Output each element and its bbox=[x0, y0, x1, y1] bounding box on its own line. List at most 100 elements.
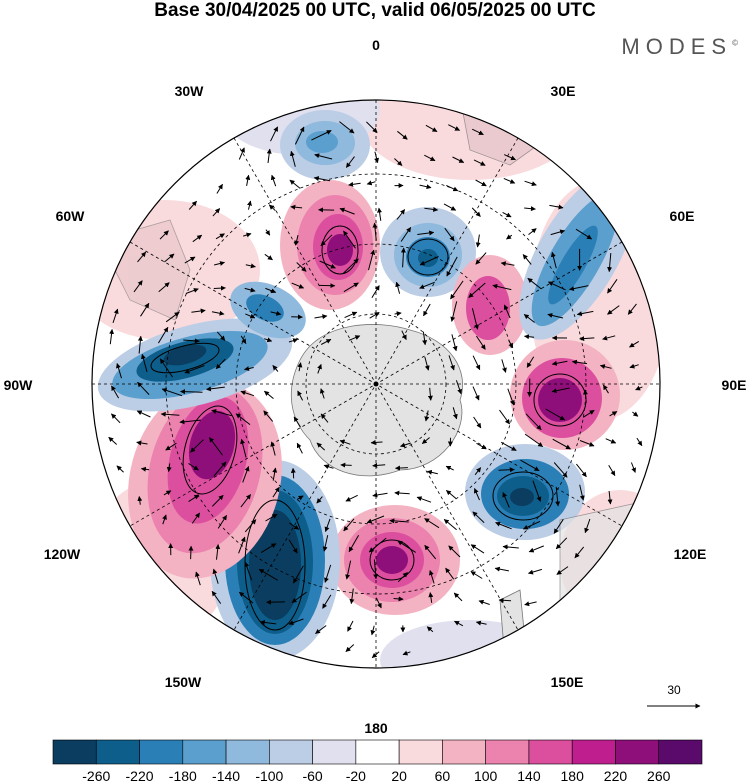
wind-vector bbox=[240, 390, 255, 397]
wind-vector bbox=[574, 546, 585, 559]
wind-vector bbox=[444, 227, 455, 242]
wind-vector bbox=[394, 311, 402, 317]
colorbar-tick-label: 20 bbox=[391, 768, 407, 783]
wind-vector bbox=[340, 462, 352, 468]
wind-vector bbox=[453, 592, 463, 602]
colorbar-swatch bbox=[269, 739, 313, 765]
lon-label-30e: 30E bbox=[551, 83, 576, 99]
wind-vector bbox=[372, 462, 386, 468]
wind-vector bbox=[133, 280, 143, 293]
anomaly-region bbox=[510, 488, 534, 506]
wind-vector bbox=[452, 156, 465, 163]
wind-vector bbox=[582, 409, 595, 418]
wind-vector bbox=[348, 181, 361, 187]
wind-vector bbox=[111, 385, 120, 399]
wind-vector bbox=[397, 572, 408, 583]
wind-vector bbox=[508, 339, 514, 349]
wind-vector bbox=[569, 285, 589, 292]
anomaly-region bbox=[306, 131, 338, 153]
wind-vector bbox=[395, 465, 408, 471]
wind-vector bbox=[238, 147, 245, 160]
wind-vector bbox=[400, 442, 411, 448]
wind-vector bbox=[212, 568, 219, 584]
wind-vector bbox=[213, 461, 227, 477]
wind-vector bbox=[389, 518, 409, 524]
wind-vector bbox=[470, 544, 485, 554]
wind-vector bbox=[427, 387, 433, 401]
wind-vector bbox=[245, 313, 256, 319]
lon-label-120w: 120W bbox=[44, 546, 81, 562]
contour bbox=[182, 405, 238, 495]
wind-vector bbox=[345, 644, 355, 652]
anomaly-region bbox=[548, 225, 598, 305]
colorbar-swatch bbox=[139, 739, 184, 765]
wind-vector bbox=[270, 441, 276, 456]
wind-vector bbox=[366, 515, 385, 524]
wind-vector bbox=[373, 559, 379, 580]
wind-vector bbox=[372, 492, 388, 498]
wind-vector bbox=[501, 359, 507, 373]
wind-vector bbox=[492, 283, 512, 291]
wind-vector bbox=[215, 544, 221, 560]
wind-vector bbox=[419, 281, 435, 289]
wind-vector bbox=[499, 409, 511, 425]
lon-label-150e: 150E bbox=[551, 674, 584, 690]
colorbar-swatch bbox=[95, 739, 140, 765]
wind-vector bbox=[272, 467, 278, 481]
wind-vector bbox=[314, 314, 328, 320]
wind-vector bbox=[630, 462, 636, 473]
wind-vector bbox=[270, 126, 279, 142]
wind-vector bbox=[498, 467, 515, 473]
wind-vector bbox=[527, 277, 542, 290]
wind-vector bbox=[195, 571, 201, 586]
wind-vector bbox=[137, 496, 143, 505]
wind-vector bbox=[528, 228, 537, 235]
wind-vector bbox=[549, 204, 564, 210]
wind-vector bbox=[289, 522, 300, 530]
wind-vector bbox=[575, 228, 593, 240]
wind-vector bbox=[470, 571, 483, 579]
wind-vector bbox=[344, 311, 358, 319]
wind-vector bbox=[137, 251, 147, 263]
wind-vector bbox=[602, 335, 616, 341]
contour-lines bbox=[150, 225, 587, 631]
wind-vector bbox=[495, 521, 512, 530]
wind-vector bbox=[417, 230, 435, 236]
wind-vector bbox=[297, 390, 304, 401]
wind-vector bbox=[419, 256, 439, 266]
wind-vector bbox=[366, 121, 378, 133]
wind-vector bbox=[472, 355, 481, 371]
wind-vector bbox=[525, 413, 542, 431]
wind-vector bbox=[190, 439, 204, 453]
wind-vector bbox=[428, 592, 434, 603]
wind-vector bbox=[264, 337, 273, 343]
wind-vector bbox=[371, 285, 380, 298]
wind-vector bbox=[395, 281, 401, 294]
wind-vector bbox=[451, 334, 458, 352]
wind-vector bbox=[240, 335, 247, 345]
wind-vector bbox=[264, 253, 273, 261]
wind-vector bbox=[343, 518, 355, 532]
wind-vector bbox=[424, 154, 436, 162]
wind-vector bbox=[316, 496, 323, 504]
wind-vector bbox=[342, 258, 359, 274]
wind-vector bbox=[450, 301, 458, 322]
wind-vector bbox=[446, 256, 458, 277]
wind-vector bbox=[494, 566, 509, 572]
wind-vector bbox=[111, 413, 121, 424]
colorbar-tick-label: -140 bbox=[212, 768, 240, 783]
wind-vector bbox=[188, 494, 200, 503]
colorbar-tick-label: 260 bbox=[647, 768, 671, 783]
colorbar-swatch bbox=[355, 739, 400, 765]
wind-vector bbox=[244, 287, 256, 293]
wind-vector bbox=[428, 570, 435, 584]
wind-vector bbox=[265, 229, 271, 236]
wind-vector bbox=[422, 331, 428, 346]
wind-vector bbox=[348, 335, 361, 341]
colorbar-swatch bbox=[615, 739, 660, 765]
wind-vector bbox=[524, 206, 536, 212]
wind-vector bbox=[240, 494, 251, 508]
wind-vector bbox=[288, 539, 298, 554]
wind-vector bbox=[448, 124, 461, 131]
